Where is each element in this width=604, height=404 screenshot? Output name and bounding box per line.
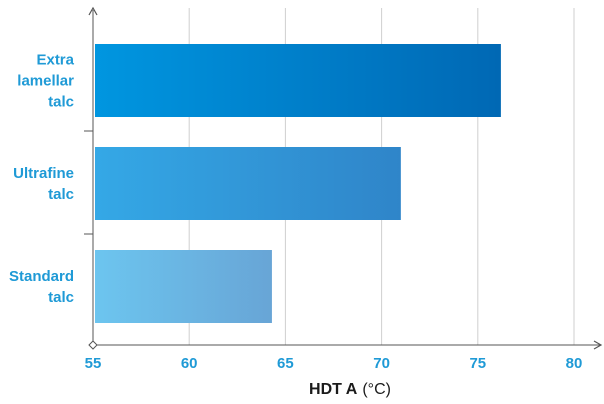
x-tick-label: 60 [181, 355, 198, 372]
bars [95, 44, 501, 323]
bar [95, 44, 501, 117]
x-axis-title-main: HDT A [309, 381, 358, 398]
x-tick-label: 80 [566, 355, 583, 372]
axes [84, 6, 603, 350]
y-axis-arrow [88, 6, 98, 16]
x-axis-title-unit: (°C) [362, 381, 391, 398]
x-tick-label: 75 [469, 355, 486, 372]
category-label: Extra lamellar talc [17, 52, 74, 111]
x-tick-label: 55 [85, 355, 102, 372]
bar [95, 147, 401, 220]
x-tick-label: 70 [373, 355, 390, 372]
category-label: Ultrafine talc [13, 165, 74, 203]
x-axis-title: HDT A (°C) [309, 381, 391, 398]
labels: 55 60 65 70 75 80 Extra lamellar talc Ultrafine ta… [9, 52, 582, 373]
category-label: Standard talc [9, 268, 74, 306]
x-tick-label: 65 [277, 355, 294, 372]
bar [95, 250, 272, 323]
origin-marker [88, 340, 98, 350]
x-axis-arrow [593, 340, 603, 350]
